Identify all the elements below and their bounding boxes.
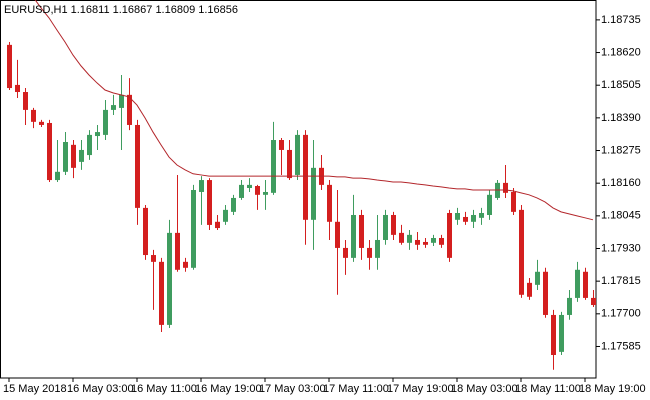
candle-body — [279, 140, 284, 150]
candle-body — [511, 191, 516, 212]
x-tick-label: 17 May 03:00 — [259, 383, 326, 395]
candle-body — [87, 134, 92, 156]
candle-body — [447, 212, 452, 258]
candle-body — [455, 212, 460, 220]
y-tick-label: 1.17585 — [601, 340, 641, 352]
y-tick-label: 1.18275 — [601, 144, 641, 156]
candle-body — [343, 247, 348, 258]
x-tick-label: 18 May 03:00 — [451, 383, 518, 395]
candle-body — [399, 232, 404, 243]
candle-body — [127, 94, 132, 125]
x-tick-label: 16 May 11:00 — [131, 383, 197, 395]
candle-body — [391, 214, 396, 235]
candle-body — [375, 239, 380, 258]
candle-body — [543, 271, 548, 315]
candle-body — [527, 282, 532, 297]
candle-body — [103, 109, 108, 135]
candle-body — [535, 271, 540, 285]
y-tick-label: 1.17815 — [601, 275, 641, 287]
candle-body — [271, 140, 276, 193]
candle-body — [295, 134, 300, 175]
candle-body — [167, 232, 172, 325]
candle-body — [359, 214, 364, 248]
candle-body — [151, 255, 156, 262]
candle-body — [15, 84, 20, 93]
y-tick-label: 1.17930 — [601, 242, 641, 254]
candle-body — [255, 186, 260, 195]
y-tick-label: 1.18735 — [601, 14, 641, 26]
candle-body — [423, 241, 428, 245]
candle-body — [551, 314, 556, 355]
candle-body — [591, 297, 596, 306]
chart-title: EURUSD,H1 1.16811 1.16867 1.16809 1.1685… — [4, 4, 238, 16]
candle-body — [367, 247, 372, 258]
x-tick-label: 17 May 11:00 — [323, 383, 389, 395]
candle-body — [407, 234, 412, 243]
candle-body — [575, 269, 580, 298]
candle-body — [311, 167, 316, 220]
candle-body — [247, 184, 252, 189]
candle-body — [159, 261, 164, 325]
candle-body — [327, 184, 332, 222]
candle-body — [303, 134, 308, 220]
y-tick-label: 1.17700 — [601, 308, 641, 320]
candle-body — [383, 214, 388, 240]
candle-body — [215, 221, 220, 229]
candle-body — [95, 132, 100, 137]
candle-body — [519, 209, 524, 295]
candle-body — [111, 105, 116, 110]
candle-body — [479, 212, 484, 218]
candle-body — [263, 191, 268, 195]
candle-body — [567, 297, 572, 315]
candle-body — [143, 207, 148, 256]
candle-body — [231, 197, 236, 212]
candle-body — [503, 182, 508, 193]
x-tick-label: 18 May 19:00 — [579, 383, 646, 395]
x-tick-label: 18 May 11:00 — [515, 383, 581, 395]
candle-body — [47, 122, 52, 181]
y-tick-label: 1.18045 — [601, 210, 641, 222]
x-tick-label: 16 May 19:00 — [195, 383, 262, 395]
candle-body — [71, 144, 76, 168]
y-tick-label: 1.18620 — [601, 46, 641, 58]
candle-body — [583, 271, 588, 298]
candle-body — [135, 124, 140, 208]
moving-average — [34, 0, 594, 221]
y-tick-label: 1.18505 — [601, 79, 641, 91]
candle-body — [439, 237, 444, 245]
candle-body — [415, 239, 420, 245]
candle-body — [487, 194, 492, 215]
candle-body — [63, 141, 68, 172]
candle-body — [287, 149, 292, 179]
candle-body — [559, 314, 564, 352]
candle-body — [175, 232, 180, 270]
candle-body — [39, 121, 44, 125]
candle-body — [199, 180, 204, 192]
x-tick-label: 16 May 03:00 — [67, 383, 134, 395]
candle-body — [223, 209, 228, 222]
y-tick-label: 1.18390 — [601, 112, 641, 124]
candle-body — [191, 189, 196, 268]
x-tick-label: 15 May 2018 — [3, 383, 67, 395]
candle-body — [239, 184, 244, 198]
candle-body — [183, 261, 188, 268]
candle-body — [431, 237, 436, 243]
candle-body — [463, 216, 468, 222]
candle-body — [23, 92, 28, 110]
candle-body — [31, 109, 36, 122]
candle-body — [471, 214, 476, 222]
x-tick-label: 17 May 19:00 — [387, 383, 454, 395]
y-tick-label: 1.18160 — [601, 177, 641, 189]
candle-body — [119, 94, 124, 108]
plot-area — [7, 0, 596, 370]
candle-body — [79, 149, 84, 162]
candle-body — [207, 180, 212, 225]
candle-body — [55, 171, 60, 181]
plot-frame — [0, 0, 597, 379]
candle-body — [351, 214, 356, 258]
candle-body — [335, 221, 340, 248]
candle-body — [7, 44, 12, 89]
